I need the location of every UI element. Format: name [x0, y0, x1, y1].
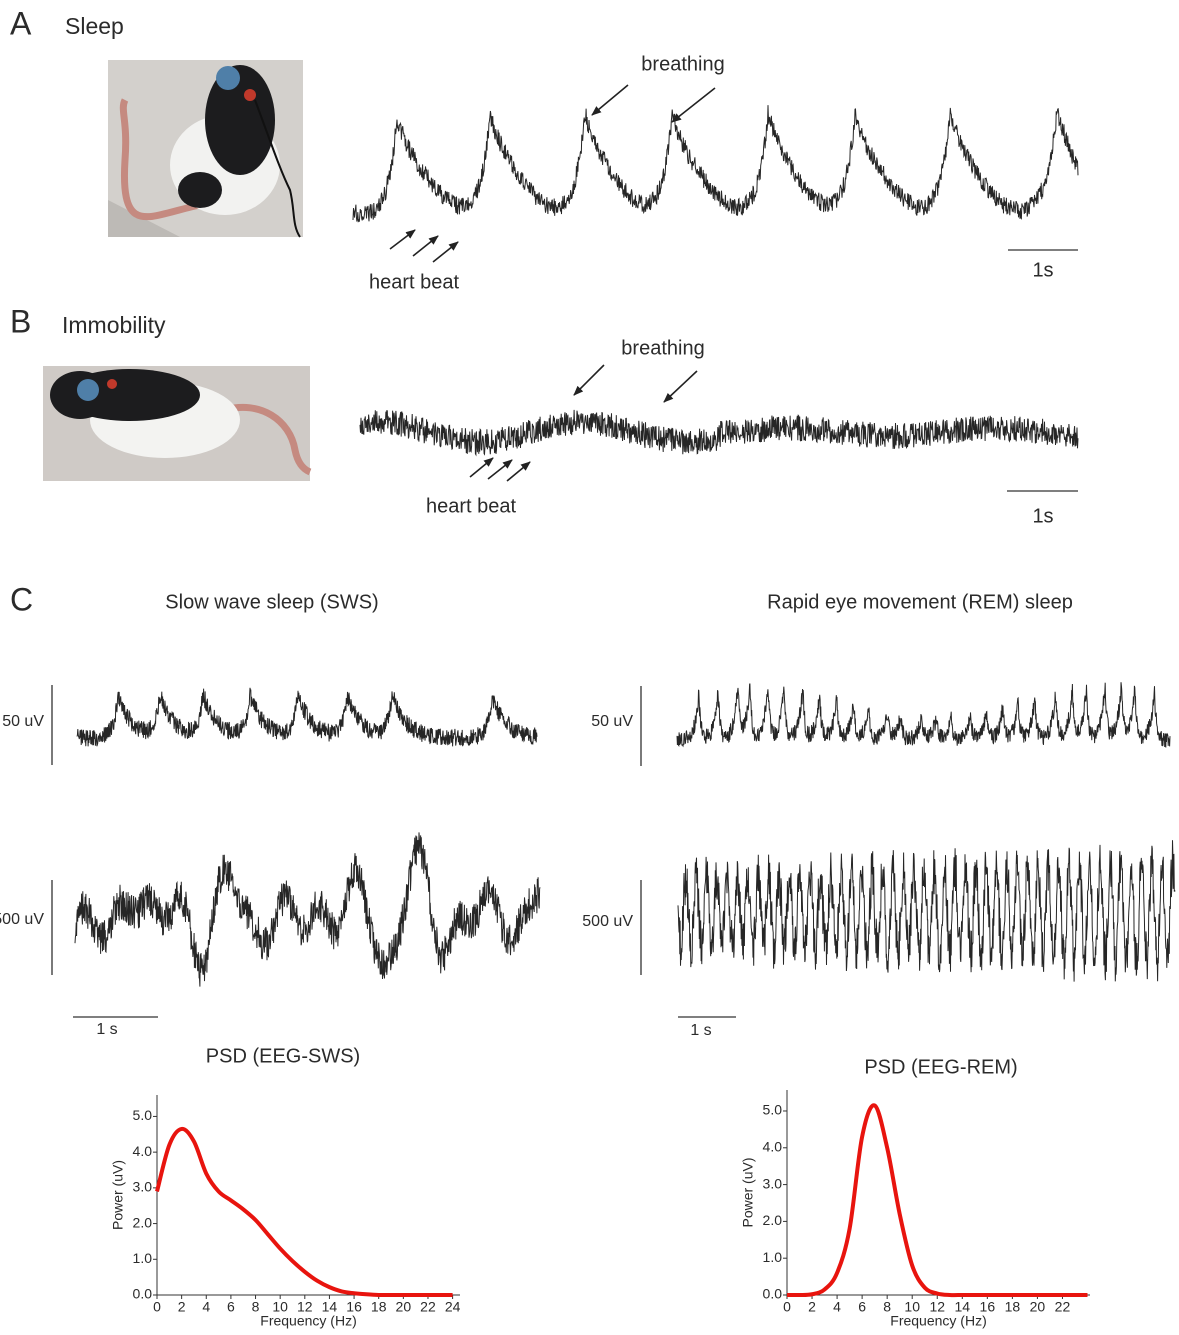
scale-label: 1 s: [690, 1022, 711, 1039]
column-title: Rapid eye movement (REM) sleep: [767, 591, 1073, 613]
y-tick-label: 3.0: [763, 1175, 783, 1191]
trace: [74, 832, 541, 987]
x-tick-label: 22: [420, 1299, 436, 1315]
trace: [677, 840, 1176, 982]
scale-label: 50 uV: [591, 713, 633, 730]
arrow: [591, 84, 629, 116]
trace: [676, 682, 1171, 748]
x-tick-label: 18: [1005, 1299, 1021, 1315]
y-tick-label: 0.0: [763, 1286, 783, 1302]
x-tick-label: 18: [371, 1299, 387, 1315]
arrow: [506, 461, 531, 482]
x-tick-label: 20: [1030, 1299, 1046, 1315]
x-tick-label: 14: [955, 1299, 971, 1315]
photo: [43, 366, 312, 481]
annotation: breathing: [621, 337, 704, 359]
x-tick-label: 8: [252, 1299, 260, 1315]
x-tick-label: 6: [858, 1299, 866, 1315]
y-tick-label: 0.0: [133, 1286, 153, 1302]
y-tick-label: 3.0: [133, 1179, 153, 1195]
x-tick-label: 0: [783, 1299, 791, 1315]
scale-label: 1 s: [96, 1021, 117, 1038]
y-axis-label: Power (uV): [740, 1157, 756, 1227]
y-tick-label: 4.0: [763, 1138, 783, 1154]
y-axis-label: Power (uV): [110, 1160, 126, 1230]
trace: [359, 409, 1079, 457]
x-tick-label: 2: [808, 1299, 816, 1315]
arrow: [389, 229, 416, 250]
y-tick-label: 4.0: [133, 1143, 153, 1159]
x-tick-label: 8: [883, 1299, 891, 1315]
x-tick-label: 12: [929, 1299, 945, 1315]
arrow: [487, 459, 513, 480]
chart-title: PSD (EEG-SWS): [206, 1045, 360, 1067]
x-tick-label: 16: [980, 1299, 996, 1315]
psd-plots: PSD (EEG-SWS)0.01.02.03.04.05.00 2 4 6 8 10 12…: [110, 1045, 1090, 1329]
y-tick-label: 2.0: [763, 1212, 783, 1228]
psd-curve: [155, 1126, 453, 1298]
x-tick-label: 22: [1055, 1299, 1071, 1315]
annotation: breathing: [641, 53, 724, 75]
x-axis-label: Frequency (Hz): [260, 1313, 356, 1329]
arrow: [573, 364, 605, 396]
scale-label: 500 uV: [0, 911, 44, 928]
arrow: [432, 241, 459, 263]
y-tick-label: 1.0: [133, 1250, 153, 1266]
panel-letter: A: [10, 5, 32, 41]
arrow: [663, 370, 698, 403]
y-tick-label: 5.0: [763, 1102, 783, 1118]
trace: [352, 105, 1079, 223]
traces: [74, 105, 1176, 987]
x-tick-label: 24: [445, 1299, 461, 1315]
x-tick-label: 0: [153, 1299, 161, 1315]
x-tick-label: 4: [202, 1299, 210, 1315]
y-tick-label: 1.0: [763, 1249, 783, 1265]
scale-label: 500 uV: [582, 913, 633, 930]
x-axis-label: Frequency (Hz): [890, 1313, 986, 1329]
panel-letter: C: [10, 581, 33, 617]
psd-curve: [786, 1103, 1088, 1298]
x-tick-label: 10: [904, 1299, 920, 1315]
x-tick-label: 12: [297, 1299, 313, 1315]
scale-label: 1s: [1032, 259, 1053, 281]
y-tick-label: 5.0: [133, 1107, 153, 1123]
y-tick-label: 2.0: [133, 1214, 153, 1230]
x-tick-label: 6: [227, 1299, 235, 1315]
x-tick-label: 10: [272, 1299, 288, 1315]
scale-label: 50 uV: [2, 713, 44, 730]
x-tick-label: 2: [178, 1299, 186, 1315]
x-tick-label: 14: [322, 1299, 338, 1315]
arrow: [469, 457, 494, 478]
annotation: heart beat: [369, 271, 460, 293]
arrow: [412, 235, 439, 257]
trace: [76, 687, 538, 747]
photo: [108, 60, 303, 238]
arrow: [671, 87, 716, 123]
chart-title: PSD (EEG-REM): [864, 1056, 1017, 1078]
column-title: Slow wave sleep (SWS): [165, 591, 378, 613]
annotation: heart beat: [426, 495, 517, 517]
scale-label: 1s: [1032, 505, 1053, 527]
panel-title: Sleep: [65, 13, 124, 39]
panel-title: Immobility: [62, 312, 166, 338]
panel-letter: B: [10, 303, 31, 339]
x-tick-label: 20: [396, 1299, 412, 1315]
x-tick-label: 16: [346, 1299, 362, 1315]
x-tick-label: 4: [833, 1299, 841, 1315]
